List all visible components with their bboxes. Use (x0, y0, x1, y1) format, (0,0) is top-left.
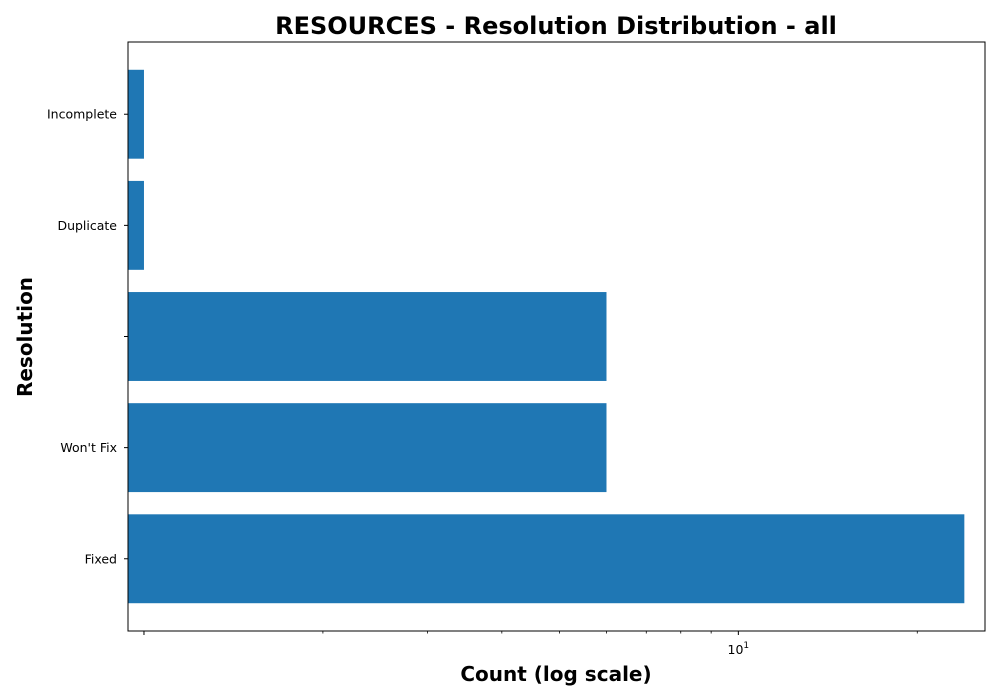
y-tick-label: Incomplete (47, 107, 117, 122)
bar (128, 514, 965, 604)
bar (128, 292, 607, 381)
y-axis-title: Resolution (13, 277, 37, 397)
y-tick-label: Won't Fix (60, 440, 117, 455)
bar (128, 69, 144, 159)
bars-group (128, 69, 965, 604)
bar (128, 403, 607, 493)
bar (128, 180, 144, 270)
x-axis-title: Count (log scale) (460, 662, 651, 686)
x-tick-label: 101 (728, 641, 750, 657)
x-axis: 101 (143, 631, 918, 657)
y-axis: Fixed Won't Fix Duplicate Incomplete (47, 107, 128, 566)
chart-title: RESOURCES - Resolution Distribution - al… (275, 12, 837, 40)
y-tick-label: Fixed (85, 551, 117, 566)
plot-area-frame (127, 41, 986, 632)
y-tick-label: Duplicate (57, 218, 117, 233)
